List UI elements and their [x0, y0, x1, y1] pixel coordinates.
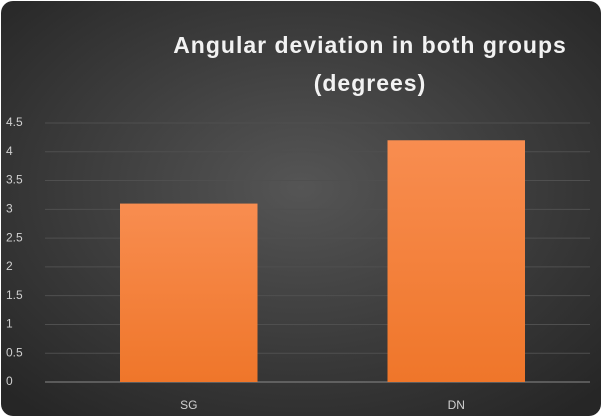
y-tick-label: 3.5 [6, 173, 23, 187]
y-tick-label: 2.5 [6, 230, 23, 244]
x-tick-label: DN [448, 398, 465, 412]
y-tick-label: 0.5 [6, 345, 23, 359]
y-tick-label: 3 [6, 202, 13, 216]
y-tick-label: 1.5 [6, 288, 23, 302]
y-tick-label: 2 [6, 259, 13, 273]
x-tick-label: SG [180, 398, 197, 412]
y-tick-label: 4.5 [6, 115, 23, 129]
y-tick-label: 1 [6, 317, 13, 331]
chart-title: Angular deviation in both groups (degree… [173, 32, 567, 96]
y-tick-label: 0 [6, 374, 13, 388]
bar [387, 140, 525, 382]
bar [120, 203, 258, 382]
y-tick-label: 4 [6, 144, 13, 158]
